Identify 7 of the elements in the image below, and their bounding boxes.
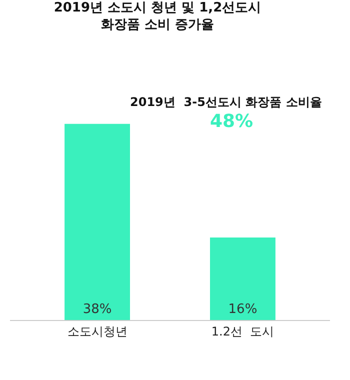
- annotation: 48%: [210, 111, 254, 132]
- chart-title: 2019년 소도시 청년 및 1,2선도시 화장품 소비 증가율: [54, 0, 262, 32]
- x-tick-label: 소도시청년: [67, 324, 128, 338]
- data-label: 38%: [82, 302, 112, 317]
- x-tick-label: 1.2선 도시: [211, 324, 274, 338]
- data-label: 16%: [228, 302, 258, 317]
- text: 2019년 3-5선도시 화장품 소비율: [130, 95, 322, 109]
